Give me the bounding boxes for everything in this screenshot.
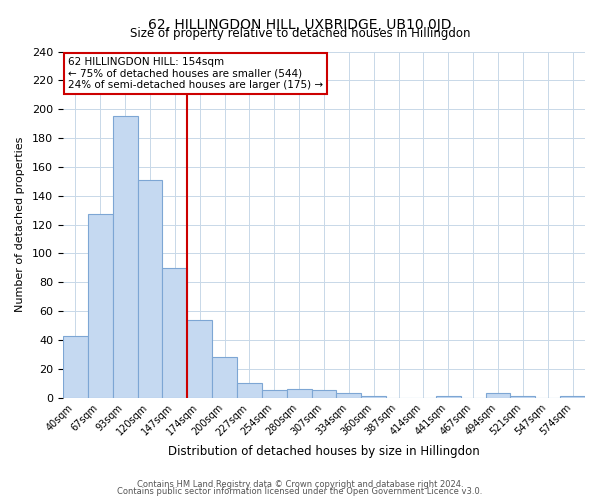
Bar [212,358,237,398]
Bar [485,394,511,398]
Text: Size of property relative to detached houses in Hillingdon: Size of property relative to detached ho… [130,28,470,40]
Bar [311,390,337,398]
Bar [187,320,212,398]
Text: Contains HM Land Registry data © Crown copyright and database right 2024.: Contains HM Land Registry data © Crown c… [137,480,463,489]
Bar [262,390,287,398]
Bar [63,336,88,398]
Bar [237,384,262,398]
Text: 62, HILLINGDON HILL, UXBRIDGE, UB10 0JD: 62, HILLINGDON HILL, UXBRIDGE, UB10 0JD [148,18,452,32]
Y-axis label: Number of detached properties: Number of detached properties [15,137,25,312]
Text: Contains public sector information licensed under the Open Government Licence v3: Contains public sector information licen… [118,487,482,496]
Bar [113,116,137,398]
Bar [287,389,311,398]
Bar [337,394,361,398]
Bar [137,180,163,398]
Bar [436,396,461,398]
Bar [560,396,585,398]
Bar [88,214,113,398]
Bar [361,396,386,398]
X-axis label: Distribution of detached houses by size in Hillingdon: Distribution of detached houses by size … [168,444,480,458]
Text: 62 HILLINGDON HILL: 154sqm
← 75% of detached houses are smaller (544)
24% of sem: 62 HILLINGDON HILL: 154sqm ← 75% of deta… [68,56,323,90]
Bar [163,268,187,398]
Bar [511,396,535,398]
